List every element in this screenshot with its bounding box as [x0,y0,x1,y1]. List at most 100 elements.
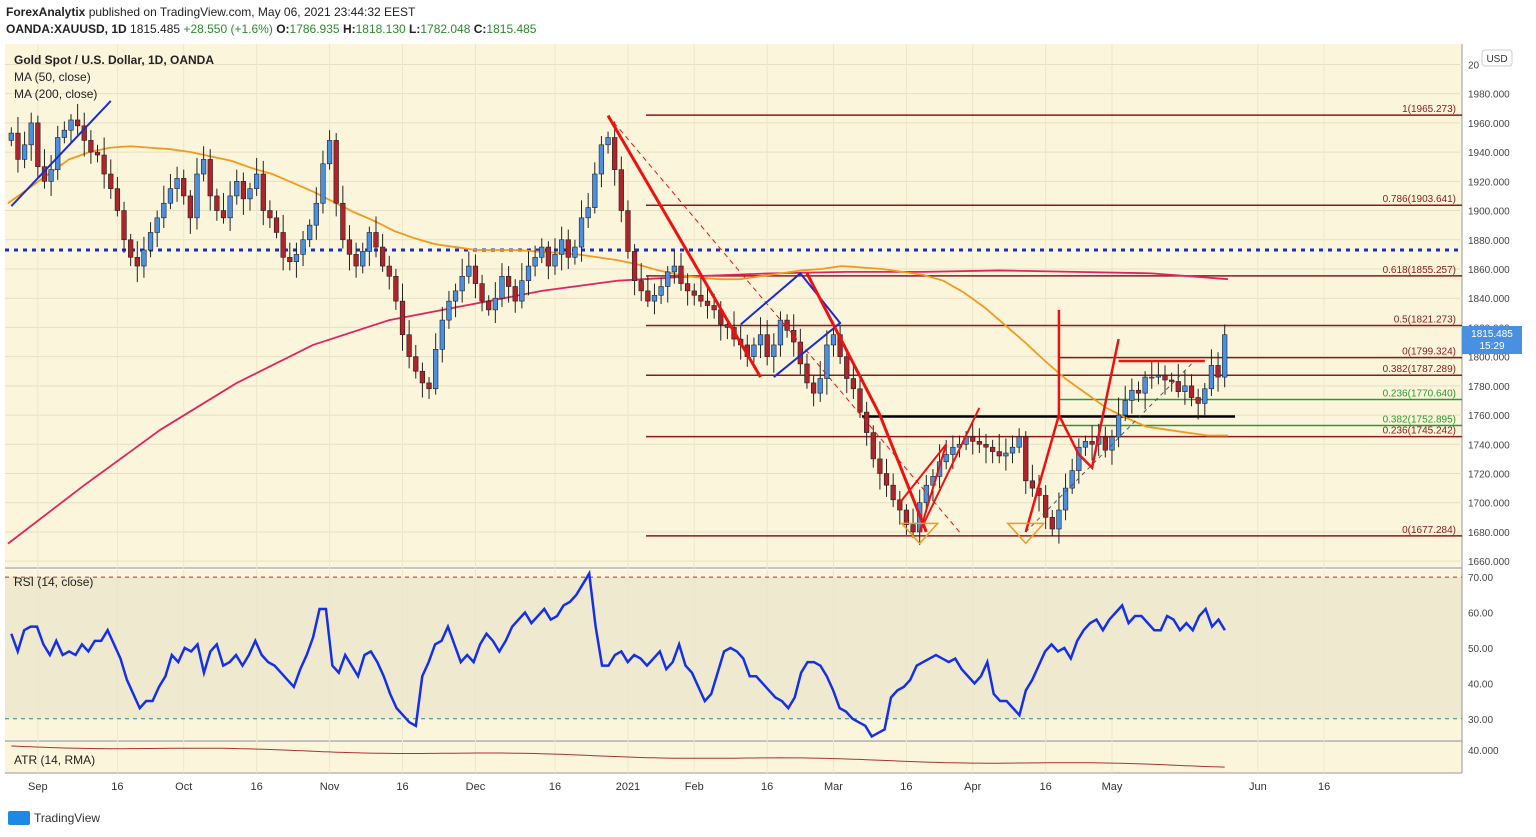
currency-badge-label: USD [1486,54,1507,65]
candle-body [1115,414,1122,438]
time-tick-label: Dec [466,781,486,793]
close-value: 1815.485 [486,22,537,36]
price-tick-label: 1780.000 [1468,382,1510,393]
rsi-band [5,577,1462,719]
candle-body [539,246,545,258]
candle-body [605,137,611,146]
candle-body [877,458,883,474]
candle-body [207,159,213,197]
candle-body [704,300,711,306]
high-label: H: [342,22,356,36]
candle-body [804,363,810,384]
publish-info: ForexAnalytix published on TradingView.c… [6,5,415,19]
candle-body [857,388,863,413]
price-tick-label: 1680.000 [1468,528,1510,539]
candle-body [1109,436,1115,451]
candles-group [8,103,1228,546]
publish-text: published on TradingView.com, May 06, 20… [88,5,416,19]
price-tick-label: 1860.000 [1468,265,1510,276]
candle-body [280,232,286,258]
rsi-tick-label: 50.00 [1468,644,1493,655]
candle-body [499,275,505,299]
symbol-label: OANDA:XAUUSD, 1D [6,22,127,36]
rsi-tick-label: 70.00 [1468,573,1493,584]
candle-body [459,275,465,292]
price-tick-label: 1960.000 [1468,119,1510,130]
candle-body [830,334,837,346]
candle-body [910,524,916,533]
time-tick-label: 16 [900,781,912,793]
candle-body [631,251,638,281]
candle-body [983,443,989,448]
atr-tick-label: 40.000 [1468,746,1499,757]
candle-body [353,254,359,267]
candle-body [35,122,41,168]
candle-body [333,140,339,204]
candle-body [1029,480,1036,489]
time-tick-label: Oct [175,781,192,793]
candle-body [1195,397,1201,404]
candle-body [1122,400,1128,416]
candle-body [943,454,949,463]
candle-body [240,181,247,200]
candle-body [439,319,445,350]
publisher-name[interactable]: ForexAnalytix [6,5,86,19]
time-tick-label: Feb [685,781,704,793]
candle-body [154,217,160,233]
candle-body [419,370,426,384]
candle-body [764,334,770,357]
candle-body [525,265,532,281]
price-tick-label: 1940.000 [1468,148,1510,159]
candle-body [121,210,127,241]
candle-body [1155,375,1162,378]
time-tick-label: 16 [761,781,773,793]
price-tick-label: 1700.000 [1468,499,1510,510]
time-tick-label: 16 [251,781,263,793]
footer: TradingView [8,811,100,825]
candle-body [612,137,618,170]
candle-body [267,210,273,219]
candle-body [452,290,459,302]
time-tick-label: 16 [1040,781,1052,793]
candle-body [559,239,565,255]
candle-body [479,283,485,302]
red-rally-line [1024,338,1120,533]
candle-body [254,173,260,189]
candle-body [214,195,220,211]
candle-body [1089,441,1095,445]
chart-title: Gold Spot / U.S. Dollar, 1D, OANDA [14,53,214,67]
candle-body [1049,517,1055,530]
candle-body [578,217,585,248]
candle-body [883,473,890,486]
candle-body [386,265,392,277]
candle-body [1149,376,1155,379]
candle-body [989,446,996,452]
candle-body [870,432,876,460]
candle-body [519,280,525,302]
candle-body [293,254,300,262]
candle-body [970,436,976,442]
candle-body [472,265,479,284]
legend-ma50: MA (50, close) [14,70,91,84]
candle-body [585,207,591,219]
candle-body [366,232,372,252]
candle-body [287,256,293,262]
candle-body [486,300,492,311]
candle-body [194,173,200,219]
candle-body [552,254,558,267]
last-price: 1815.485 [130,22,181,36]
candle-body [1003,452,1009,457]
time-tick-label: Jun [1249,781,1267,793]
candle-body [466,265,472,277]
candle-body [824,344,830,379]
candle-body [1076,446,1082,471]
footer-brand[interactable]: TradingView [34,811,101,825]
dashed-channel-line [607,115,960,533]
candle-body [307,224,313,241]
candle-body [1202,388,1208,404]
tradingview-logo-icon [8,811,30,825]
candle-body [326,140,333,165]
candle-body [645,290,651,302]
candle-body [88,140,94,153]
candle-body [167,188,174,204]
